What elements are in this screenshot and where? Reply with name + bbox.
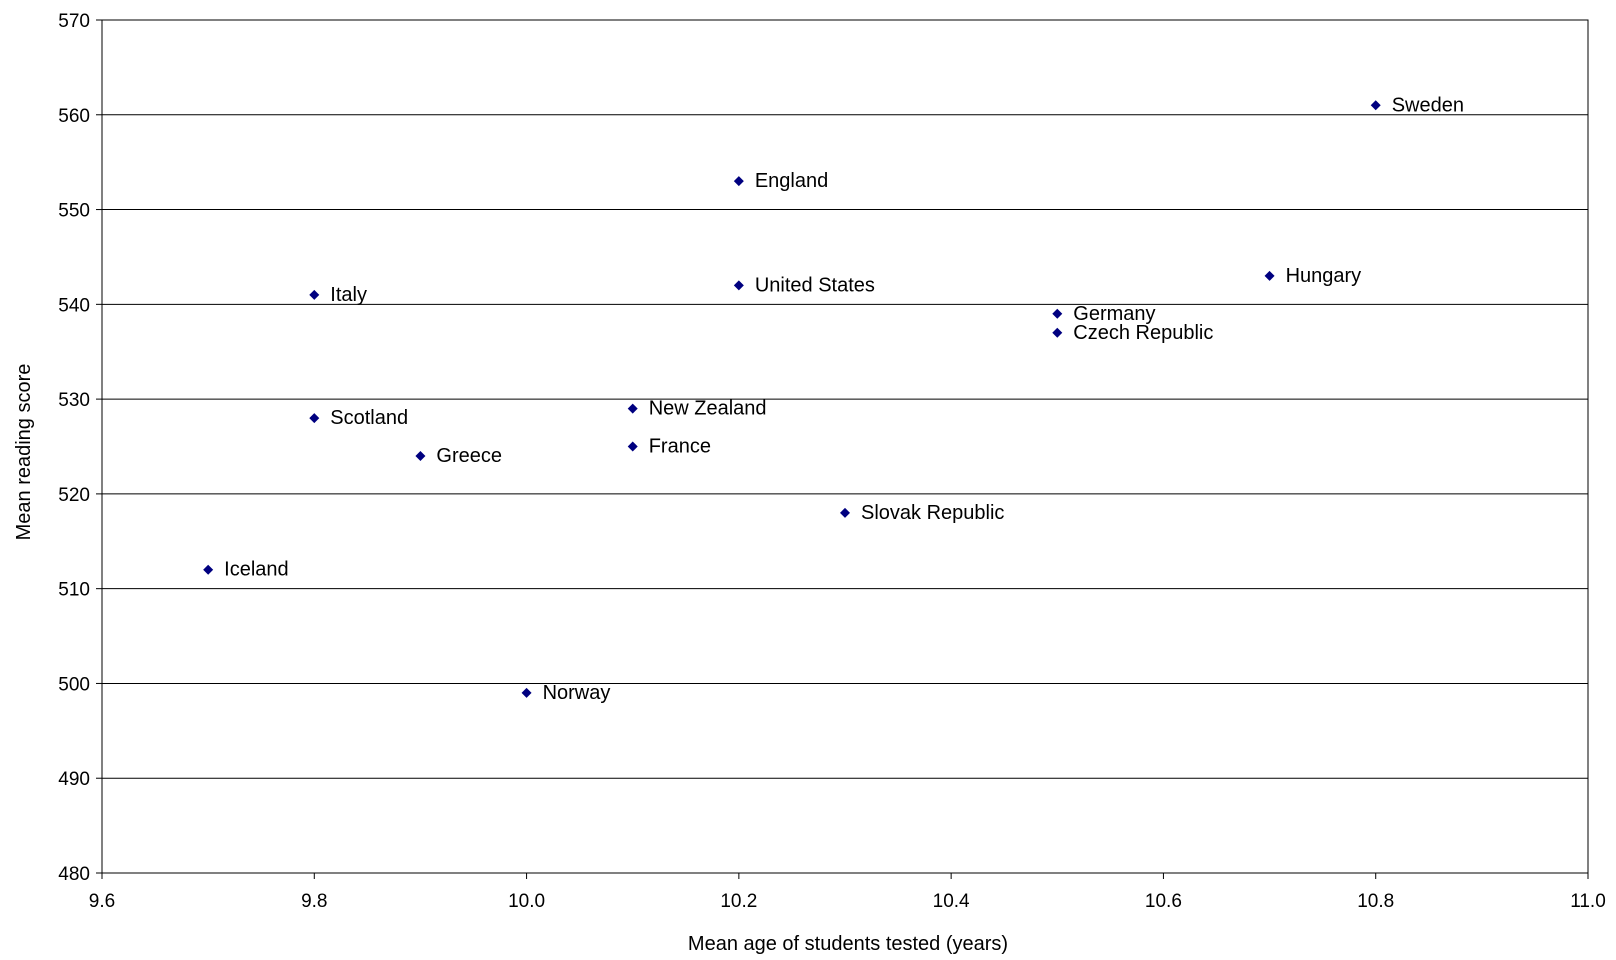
data-label: England [755,170,828,192]
data-point [415,450,426,461]
x-tick-label: 10.2 [720,891,757,912]
x-tick-label: 10.6 [1145,891,1182,912]
data-point [1370,100,1381,111]
y-axis-title: Mean reading score [13,364,35,541]
data-point [733,280,744,291]
data-label: Iceland [224,559,289,581]
data-point [840,507,850,518]
data-label: United States [755,274,875,296]
data-label: Germany [1073,303,1155,325]
y-tick-label: 540 [58,295,90,316]
y-tick-labels: 480 490 500 510 520 530 540 550 560 570 [58,11,90,885]
axes [96,19,1589,879]
data-point [521,687,532,698]
data-label: New Zealand [649,398,767,420]
data-label: Sweden [1392,94,1464,116]
data-point [309,413,320,424]
data-label: France [649,436,711,458]
data-point [1264,270,1275,281]
x-tick-labels: 9.6 9.8 10.0 10.2 10.4 10.6 10.8 11.0 [89,891,1606,912]
y-tick-label: 560 [58,106,90,127]
data-label: Norway [543,682,611,704]
x-tick-label: 10.4 [933,891,970,912]
x-tick-label: 11.0 [1570,891,1606,912]
data-label: Czech Republic [1073,322,1213,344]
data-label: Greece [436,445,502,467]
y-tick-label: 510 [58,580,90,601]
data-point [309,289,320,300]
data-label: Italy [330,284,367,306]
data-point [733,176,744,187]
y-tick-label: 500 [58,674,90,695]
y-tick-label: 550 [58,201,90,222]
x-tick-label: 9.8 [301,891,327,912]
x-tick-label: 9.6 [89,891,115,912]
gridlines [102,114,1588,779]
point-labels: Sweden England Hungary United States Italy Ge… [224,94,1464,704]
data-label: Scotland [330,407,408,429]
y-tick-label: 520 [58,485,90,506]
x-axis-title: Mean age of students tested (years) [688,933,1008,955]
data-points [203,100,1381,698]
data-point [1052,327,1063,338]
y-tick-label: 480 [58,864,90,885]
x-tick-label: 10.0 [508,891,545,912]
y-tick-label: 530 [58,390,90,411]
data-point [203,564,214,575]
y-tick-label: 570 [58,11,90,32]
data-label: Slovak Republic [861,502,1004,524]
data-point [1052,308,1063,319]
data-point [627,403,638,414]
data-label: Hungary [1286,265,1362,287]
plot-frame [101,19,1589,874]
y-tick-label: 490 [58,769,90,790]
data-point [627,441,638,452]
x-tick-label: 10.8 [1357,891,1394,912]
